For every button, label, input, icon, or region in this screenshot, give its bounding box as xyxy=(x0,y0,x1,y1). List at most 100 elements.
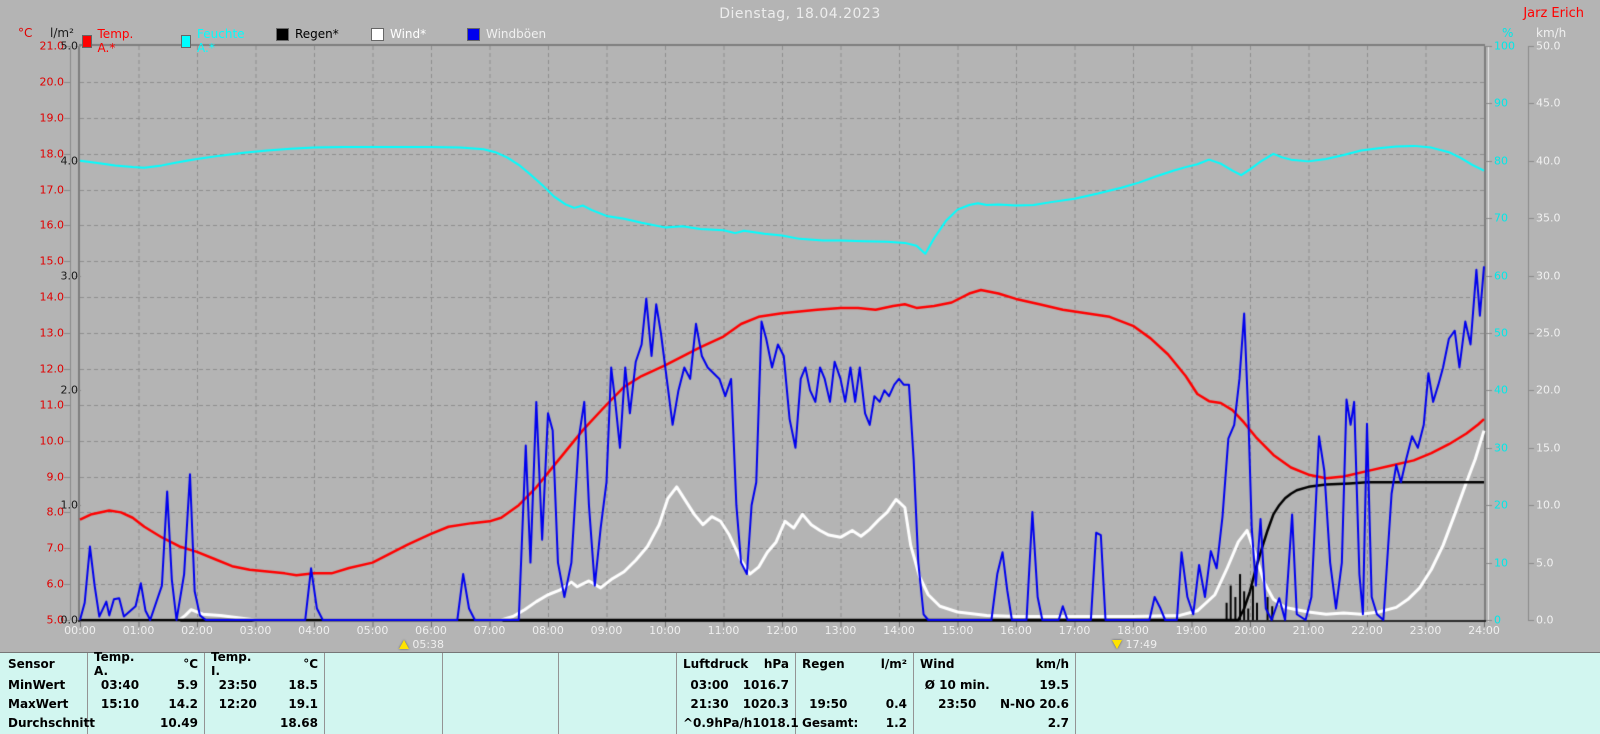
wind-tick-label: 45.0 xyxy=(1536,96,1561,110)
hour-tick-label: 24:00 xyxy=(1468,624,1500,637)
wind-tick-label: 30.0 xyxy=(1536,269,1561,283)
hour-tick-label: 02:00 xyxy=(181,624,213,637)
humidity-tick-label: 60 xyxy=(1494,269,1508,283)
legend-label: Regen* xyxy=(295,27,339,41)
hour-tick-label: 10:00 xyxy=(649,624,681,637)
weather-chart-canvas xyxy=(0,0,1600,652)
humidity-tick-label: 100 xyxy=(1494,39,1515,53)
table-col-row-labels: Sensor MinWert MaxWert Durchschnitt xyxy=(0,653,96,734)
table-cell-time: Ø 10 min. xyxy=(924,677,990,692)
hour-tick-label: 05:00 xyxy=(356,624,389,637)
legend-label: Feuchte A.* xyxy=(197,27,245,55)
statistics-table: Sensor MinWert MaxWert Durchschnitt Temp. A.… xyxy=(0,650,1600,734)
humidity-tick-label: 80 xyxy=(1494,154,1508,168)
legend-label: Windböen xyxy=(486,27,547,41)
humidity-axis-unit: % xyxy=(1502,26,1514,40)
temp-tick-label: 11.0 xyxy=(39,398,65,412)
table-cell-value: 1.2 xyxy=(885,715,907,730)
rain-tick-label: 3.0 xyxy=(60,269,79,283)
table-cell-value: 18.68 xyxy=(280,715,318,730)
table-cell-value: 19.5 xyxy=(1039,677,1069,692)
temp-tick-label: 13.0 xyxy=(39,326,65,340)
table-cell-time: 15:10 xyxy=(100,696,140,711)
table-cell-time: Gesamt: xyxy=(802,715,859,730)
wind-tick-label: 0.0 xyxy=(1536,613,1554,627)
page-title: Dienstag, 18.04.2023 xyxy=(719,6,881,22)
temp-tick-label: 5.0 xyxy=(46,613,65,627)
rain-tick-label: 4.0 xyxy=(60,154,79,168)
hour-tick-label: 13:00 xyxy=(824,624,857,637)
table-cell-value: 0.4 xyxy=(885,696,907,711)
legend-item-1: Feuchte A.* xyxy=(181,27,248,55)
table-col-empty-2 xyxy=(325,653,443,734)
table-col-header: Luftdruck xyxy=(683,657,749,671)
temp-tick-label: 19.0 xyxy=(39,111,65,125)
rain-tick-label: 5.0 xyxy=(60,39,79,53)
hour-tick-label: 22:00 xyxy=(1351,624,1383,637)
humidity-tick-label: 30 xyxy=(1494,441,1508,455)
hour-tick-label: 01:00 xyxy=(122,624,155,637)
hour-tick-label: 23:00 xyxy=(1409,624,1442,637)
table-cell-value: 19.1 xyxy=(288,696,318,711)
humidity-tick-label: 40 xyxy=(1494,383,1508,397)
table-row-label: Durchschnitt xyxy=(8,715,96,730)
humidity-tick-label: 70 xyxy=(1494,211,1508,225)
wind-tick-label: 50.0 xyxy=(1536,39,1561,53)
table-col-header: Wind xyxy=(920,657,955,671)
wind-tick-label: 5.0 xyxy=(1536,556,1554,570)
hour-tick-label: 21:00 xyxy=(1292,624,1325,637)
legend-label: Wind* xyxy=(390,27,427,41)
wind-tick-label: 15.0 xyxy=(1536,441,1561,455)
humidity-tick-label: 50 xyxy=(1494,326,1508,340)
hour-tick-label: 20:00 xyxy=(1234,624,1266,637)
humidity-tick-label: 20 xyxy=(1494,498,1508,512)
table-cell-value: 10.49 xyxy=(160,715,198,730)
humidity-tick-label: 90 xyxy=(1494,96,1508,110)
sunrise-time: 05:38 xyxy=(412,638,445,651)
hour-tick-label: 00:00 xyxy=(64,624,96,637)
legend-item-3: Wind* xyxy=(371,27,426,41)
temp-tick-label: 9.0 xyxy=(46,470,65,483)
humidity-tick-label: 0 xyxy=(1494,613,1501,627)
table-col-temp-a-: Temp. A. °C 03:40 5.9 15:10 14.2 10.49 xyxy=(88,650,205,734)
sunset-time: 17:49 xyxy=(1125,638,1158,651)
table-col-unit: km/h xyxy=(1035,657,1069,671)
hour-tick-label: 16:00 xyxy=(1000,624,1032,637)
hour-tick-label: 19:00 xyxy=(1175,624,1208,637)
hour-tick-label: 07:00 xyxy=(473,624,506,637)
hour-tick-label: 15:00 xyxy=(941,624,974,637)
legend-swatch-icon xyxy=(181,34,192,48)
table-col-luftdruck: Luftdruck hPa 03:00 1016.7 21:30 1020.3 ^0.9hP… xyxy=(677,653,799,734)
table-col-unit: °C xyxy=(183,657,198,671)
table-row-label: MinWert xyxy=(8,677,66,692)
table-col-header: Regen xyxy=(802,657,845,671)
temp-tick-label: 21.0 xyxy=(39,39,65,53)
table-col-unit: l/m² xyxy=(880,657,907,671)
temp-tick-label: 8.0 xyxy=(46,505,65,519)
hour-tick-label: 12:00 xyxy=(766,624,798,637)
table-cell-value: 2.7 xyxy=(1047,715,1069,730)
rain-tick-label: 1.0 xyxy=(60,498,79,512)
hour-tick-label: 17:00 xyxy=(1058,624,1091,637)
hour-tick-label: 06:00 xyxy=(415,624,447,637)
rain-tick-label: 2.0 xyxy=(60,383,79,397)
legend-swatch-icon xyxy=(467,27,480,41)
table-cell-time: ^0.9hPa/h xyxy=(683,715,753,730)
table-row-label: Sensor xyxy=(8,657,55,671)
table-row-label: MaxWert xyxy=(8,696,69,711)
temp-axis-unit: °C xyxy=(18,26,33,40)
table-col-unit: hPa xyxy=(763,657,789,671)
hour-tick-label: 14:00 xyxy=(883,624,915,637)
rain-tick-label: 0.0 xyxy=(60,613,79,627)
table-col-header: Temp. I. xyxy=(211,650,252,678)
wind-axis-unit: km/h xyxy=(1536,26,1567,40)
sunrise-marker: 05:38 xyxy=(399,638,444,651)
hour-tick-label: 11:00 xyxy=(707,624,740,637)
table-cell-time: 23:50 xyxy=(938,696,977,711)
temp-tick-label: 16.0 xyxy=(39,218,65,232)
table-cell-value: 1020.3 xyxy=(742,696,789,711)
table-col-regen: Regen l/m² 19:50 0.4 Gesamt: 1.2 xyxy=(796,653,914,734)
legend-item-4: Windböen xyxy=(467,27,546,41)
wind-tick-label: 35.0 xyxy=(1536,211,1561,225)
